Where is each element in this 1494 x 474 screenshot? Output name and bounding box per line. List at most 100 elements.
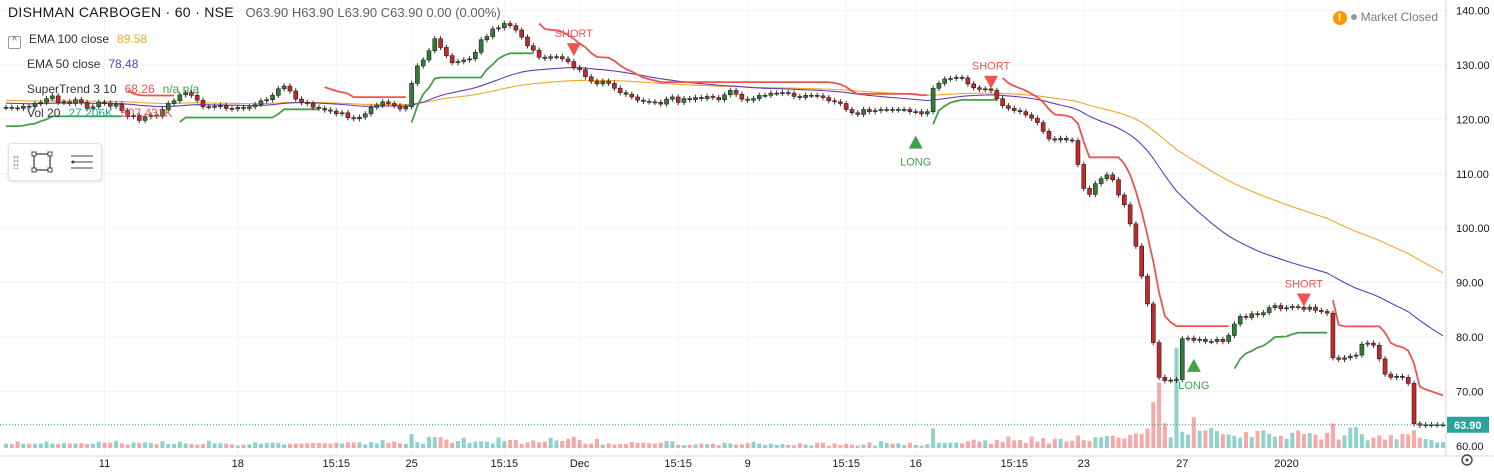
candle (461, 57, 467, 65)
menu-lines-icon[interactable] (69, 150, 95, 174)
volume-bar (890, 443, 895, 448)
candle-body (1232, 323, 1237, 336)
volume-bar (670, 441, 675, 448)
volume-bar (287, 443, 292, 448)
market-status[interactable]: ! Market Closed (1332, 10, 1438, 25)
volume-bar (658, 442, 663, 448)
volume-bar (1232, 435, 1237, 448)
candle-body (588, 76, 594, 82)
volume-bar (1116, 437, 1121, 448)
candle (1168, 377, 1173, 384)
candle-body (577, 67, 582, 71)
candle-body (1162, 377, 1168, 381)
gear-icon[interactable] (1461, 454, 1473, 466)
candle (32, 100, 38, 110)
candle-body (21, 105, 26, 109)
candle (1110, 172, 1116, 183)
candle-body (1261, 312, 1266, 316)
last-price-label: 63.90 (1454, 420, 1482, 432)
volume-bar (554, 440, 559, 448)
candle (1284, 304, 1289, 312)
short-signal-label: SHORT (555, 28, 594, 40)
candle-body (1313, 306, 1318, 311)
candle (617, 85, 623, 96)
indicator-ema100[interactable]: ^ EMA 100 close 89.58 (8, 32, 147, 49)
volume-bar (415, 442, 420, 448)
indicator-volume[interactable]: Vol 20 27.206K 507.431K (27, 106, 172, 120)
candle (1388, 371, 1394, 381)
volume-bar (566, 438, 571, 448)
volume-bar (519, 443, 524, 448)
candle-body (107, 102, 113, 107)
collapse-icon[interactable]: ^ (8, 36, 21, 49)
candle-body (756, 95, 762, 99)
volume-bar (90, 443, 95, 448)
candle (183, 89, 188, 98)
candle-body (791, 92, 797, 97)
candle-body (276, 88, 281, 96)
candle (1064, 135, 1069, 143)
candle (907, 106, 913, 115)
candle (861, 106, 866, 118)
candle-body (733, 90, 739, 95)
warning-icon[interactable]: ! (1332, 11, 1347, 25)
candle-body (1249, 313, 1255, 318)
candle-body (73, 99, 78, 104)
candle (716, 94, 722, 103)
candle (1336, 355, 1342, 363)
candle (264, 96, 270, 104)
candle-body (617, 87, 623, 93)
drag-handle-icon[interactable] (13, 155, 19, 169)
candle (971, 81, 976, 91)
candle (1330, 310, 1336, 361)
candle-body (374, 104, 380, 108)
volume-bar (1336, 439, 1341, 448)
candle-body (1226, 335, 1231, 342)
candle-body (1116, 179, 1121, 196)
volume-bar (989, 443, 994, 448)
indicator-extra: 507.431K (121, 106, 173, 120)
candle (368, 104, 374, 117)
candle-body (84, 102, 90, 109)
candle (189, 89, 194, 99)
candle-body (90, 106, 96, 109)
candle-body (351, 117, 356, 120)
volume-bar (1417, 437, 1422, 448)
candle-body (820, 95, 826, 98)
candle-body (1075, 140, 1081, 165)
candle (948, 75, 953, 82)
ema100-line (5, 79, 1444, 274)
volume-bar (884, 442, 889, 448)
volume-bar (1423, 439, 1428, 448)
candle (148, 112, 154, 120)
time-tick-label: 15:15 (1000, 458, 1028, 470)
candle (339, 110, 345, 117)
candle (930, 85, 936, 115)
candle-body (1255, 313, 1260, 316)
candle (79, 96, 84, 106)
candle-body (148, 114, 154, 117)
candle-body (1168, 379, 1173, 382)
indicator-ema50[interactable]: EMA 50 close 78.48 (27, 57, 138, 71)
ema50-line (5, 67, 1444, 337)
candle-body (426, 50, 432, 61)
volume-bar (919, 445, 924, 448)
candle (780, 89, 785, 96)
candle (455, 58, 461, 66)
candle (426, 47, 432, 63)
candle-body (907, 109, 913, 112)
candle-body (942, 78, 947, 84)
rectangle-tool-icon[interactable] (29, 150, 55, 174)
symbol-title[interactable]: DISHMAN CARBOGEN · 60 · NSE (8, 4, 234, 20)
volume-bar (455, 441, 460, 448)
volume-bar (73, 443, 78, 448)
candle (432, 35, 438, 54)
volume-bar (1081, 440, 1086, 448)
candle (646, 98, 652, 105)
candle (1069, 137, 1075, 144)
volume-bar (56, 443, 61, 448)
indicator-supertrend[interactable]: SuperTrend 3 10 68.26 n/a n/a (27, 82, 199, 96)
indicator-value: 89.58 (117, 32, 148, 46)
candle-body (212, 105, 217, 108)
